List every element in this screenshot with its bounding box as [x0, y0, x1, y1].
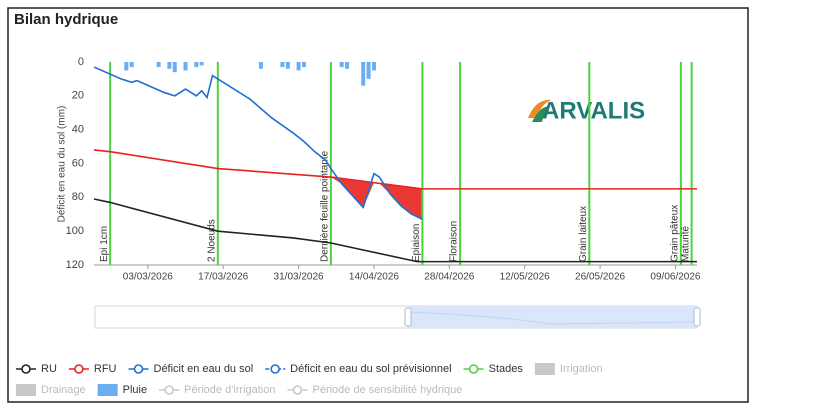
legend-swatch	[74, 364, 84, 374]
legend-item[interactable]: Drainage	[16, 384, 86, 396]
rain-bar	[172, 62, 177, 73]
rain-bar	[366, 62, 371, 79]
legend-swatch	[133, 364, 144, 374]
rain-bar	[361, 62, 366, 86]
logo-leaf	[528, 99, 552, 118]
navigator-handle[interactable]	[693, 307, 701, 327]
rain-bar	[156, 62, 161, 68]
legend-label: Drainage	[41, 384, 86, 396]
x-tick-label: 09/06/2026	[650, 272, 700, 283]
navigator-preview	[407, 311, 698, 325]
rain-bar	[296, 62, 301, 71]
rain-bar	[339, 62, 344, 68]
stade-label: 2 Noeuds	[206, 219, 217, 262]
series-line	[330, 168, 423, 221]
legend-item[interactable]: Irrigation	[534, 363, 603, 375]
legend-label: Déficit en eau du sol	[154, 363, 254, 375]
stade-label: Floraison	[449, 221, 460, 262]
navigator	[94, 305, 701, 329]
legend-item[interactable]: Pluie	[97, 384, 147, 396]
x-tick-label: 03/03/2026	[123, 272, 173, 283]
x-tick-label: 14/04/2026	[349, 272, 399, 283]
x-tick-label: 28/04/2026	[424, 272, 474, 283]
legend-swatch	[21, 364, 31, 374]
logo-text: ARVALIS	[542, 97, 645, 124]
legend-swatch	[16, 384, 36, 396]
deficit-area	[330, 177, 423, 220]
rain-bar	[345, 62, 350, 69]
rain-bar	[280, 62, 285, 68]
rain-bar	[194, 62, 199, 68]
legend-label: Déficit en eau du sol prévisionnel	[290, 363, 451, 375]
y-tick-label: 0	[78, 56, 84, 68]
legend-swatch	[270, 364, 280, 374]
stade-label: Maturité	[680, 225, 691, 262]
legend-label: RFU	[94, 363, 117, 375]
legend-item[interactable]: Déficit en eau du sol	[128, 363, 254, 375]
legend-item[interactable]: Déficit en eau du sol prévisionnel	[265, 363, 452, 375]
y-tick-label: 120	[66, 259, 84, 271]
series-line	[93, 66, 332, 170]
y-tick-label: 40	[72, 124, 84, 136]
logo-leaf	[532, 106, 550, 122]
y-tick-label: 100	[66, 225, 84, 237]
rain-bar	[124, 62, 129, 71]
legend-swatch	[97, 384, 118, 396]
series-line	[93, 198, 697, 263]
legend-item[interactable]: Stades	[463, 363, 524, 375]
legend-swatch	[164, 385, 174, 395]
y-tick-label: 60	[72, 157, 84, 169]
x-tick-label: 17/03/2026	[198, 272, 248, 283]
stade-label: Epiaison	[411, 224, 422, 262]
stade-label: Epi 1cm	[99, 226, 110, 262]
rain-bar	[167, 62, 172, 69]
y-axis-label: Déficit en eau du sol (mm)	[57, 106, 68, 223]
legend-swatch	[292, 385, 303, 395]
y-tick-label: 20	[72, 90, 84, 102]
rain-bar	[129, 62, 134, 68]
stade-label: Dernière feuille pointante	[320, 150, 331, 262]
rain-bar	[285, 62, 290, 69]
legend-item[interactable]: RFU	[68, 363, 117, 375]
legend-label: RU	[41, 363, 57, 375]
navigator-selection	[408, 306, 697, 328]
x-tick-label: 26/05/2026	[575, 272, 625, 283]
stade-label: Grain pâteux	[669, 205, 680, 262]
rain-bar	[183, 62, 188, 71]
rain-bar	[301, 62, 306, 68]
logo: ARVALIS	[528, 97, 645, 124]
navigator-handle[interactable]	[404, 307, 412, 327]
rain-bar	[371, 62, 376, 71]
legend-label: Irrigation	[560, 363, 603, 375]
legend-item[interactable]: Période d'irrigation	[159, 384, 275, 396]
chart-title: Bilan hydrique	[14, 11, 118, 28]
legend-label: Période de sensibilité hydrique	[312, 384, 462, 396]
series-line	[93, 149, 697, 190]
legend-label: Pluie	[123, 384, 147, 396]
x-tick-label: 31/03/2026	[274, 272, 324, 283]
legend-swatch	[468, 364, 479, 374]
x-tick-label: 12/05/2026	[500, 272, 550, 283]
frame	[7, 7, 749, 403]
rain-bar	[258, 62, 263, 69]
rain-bar	[199, 62, 204, 66]
legend-swatch	[534, 363, 555, 375]
legend-label: Période d'irrigation	[184, 384, 275, 396]
legend-label: Stades	[489, 363, 524, 375]
y-tick-label: 80	[72, 191, 84, 203]
stade-label: Grain laiteux	[578, 206, 589, 262]
legend-item[interactable]: Période de sensibilité hydrique	[287, 384, 462, 396]
legend-item[interactable]: RU	[16, 363, 57, 375]
